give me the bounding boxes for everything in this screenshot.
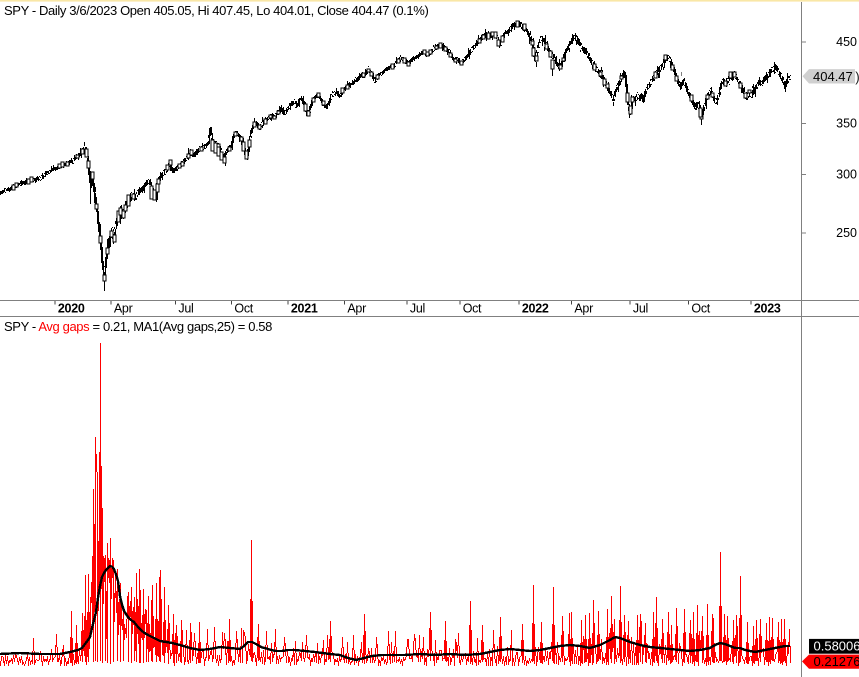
svg-text:Oct: Oct bbox=[463, 301, 482, 315]
svg-text:Jul: Jul bbox=[410, 301, 425, 315]
svg-text:0.21276: 0.21276 bbox=[814, 654, 859, 669]
svg-text:2023: 2023 bbox=[754, 301, 781, 315]
svg-text:2021: 2021 bbox=[291, 301, 318, 315]
svg-text:2022: 2022 bbox=[522, 301, 549, 315]
svg-text:450: 450 bbox=[836, 35, 857, 49]
svg-text:300: 300 bbox=[836, 167, 857, 181]
svg-text:250: 250 bbox=[836, 226, 857, 240]
svg-text:): ) bbox=[855, 70, 859, 85]
svg-text:Apr: Apr bbox=[347, 301, 366, 315]
svg-text:Apr: Apr bbox=[114, 301, 133, 315]
svg-text:Jul: Jul bbox=[178, 301, 193, 315]
svg-text:SPY - Avg gaps = 0.21, MA1(Avg: SPY - Avg gaps = 0.21, MA1(Avg gaps,25) … bbox=[4, 319, 272, 334]
svg-text:2020: 2020 bbox=[58, 301, 85, 315]
svg-text:Apr: Apr bbox=[574, 301, 593, 315]
svg-text:0.58006: 0.58006 bbox=[814, 639, 859, 654]
svg-text:Oct: Oct bbox=[234, 301, 253, 315]
svg-text:SPY - Daily 3/6/2023 Open 405.: SPY - Daily 3/6/2023 Open 405.05, Hi 407… bbox=[4, 3, 428, 18]
svg-text:Jul: Jul bbox=[633, 301, 648, 315]
svg-text:404.47: 404.47 bbox=[813, 69, 853, 84]
svg-text:350: 350 bbox=[836, 116, 857, 130]
svg-text:Oct: Oct bbox=[691, 301, 710, 315]
